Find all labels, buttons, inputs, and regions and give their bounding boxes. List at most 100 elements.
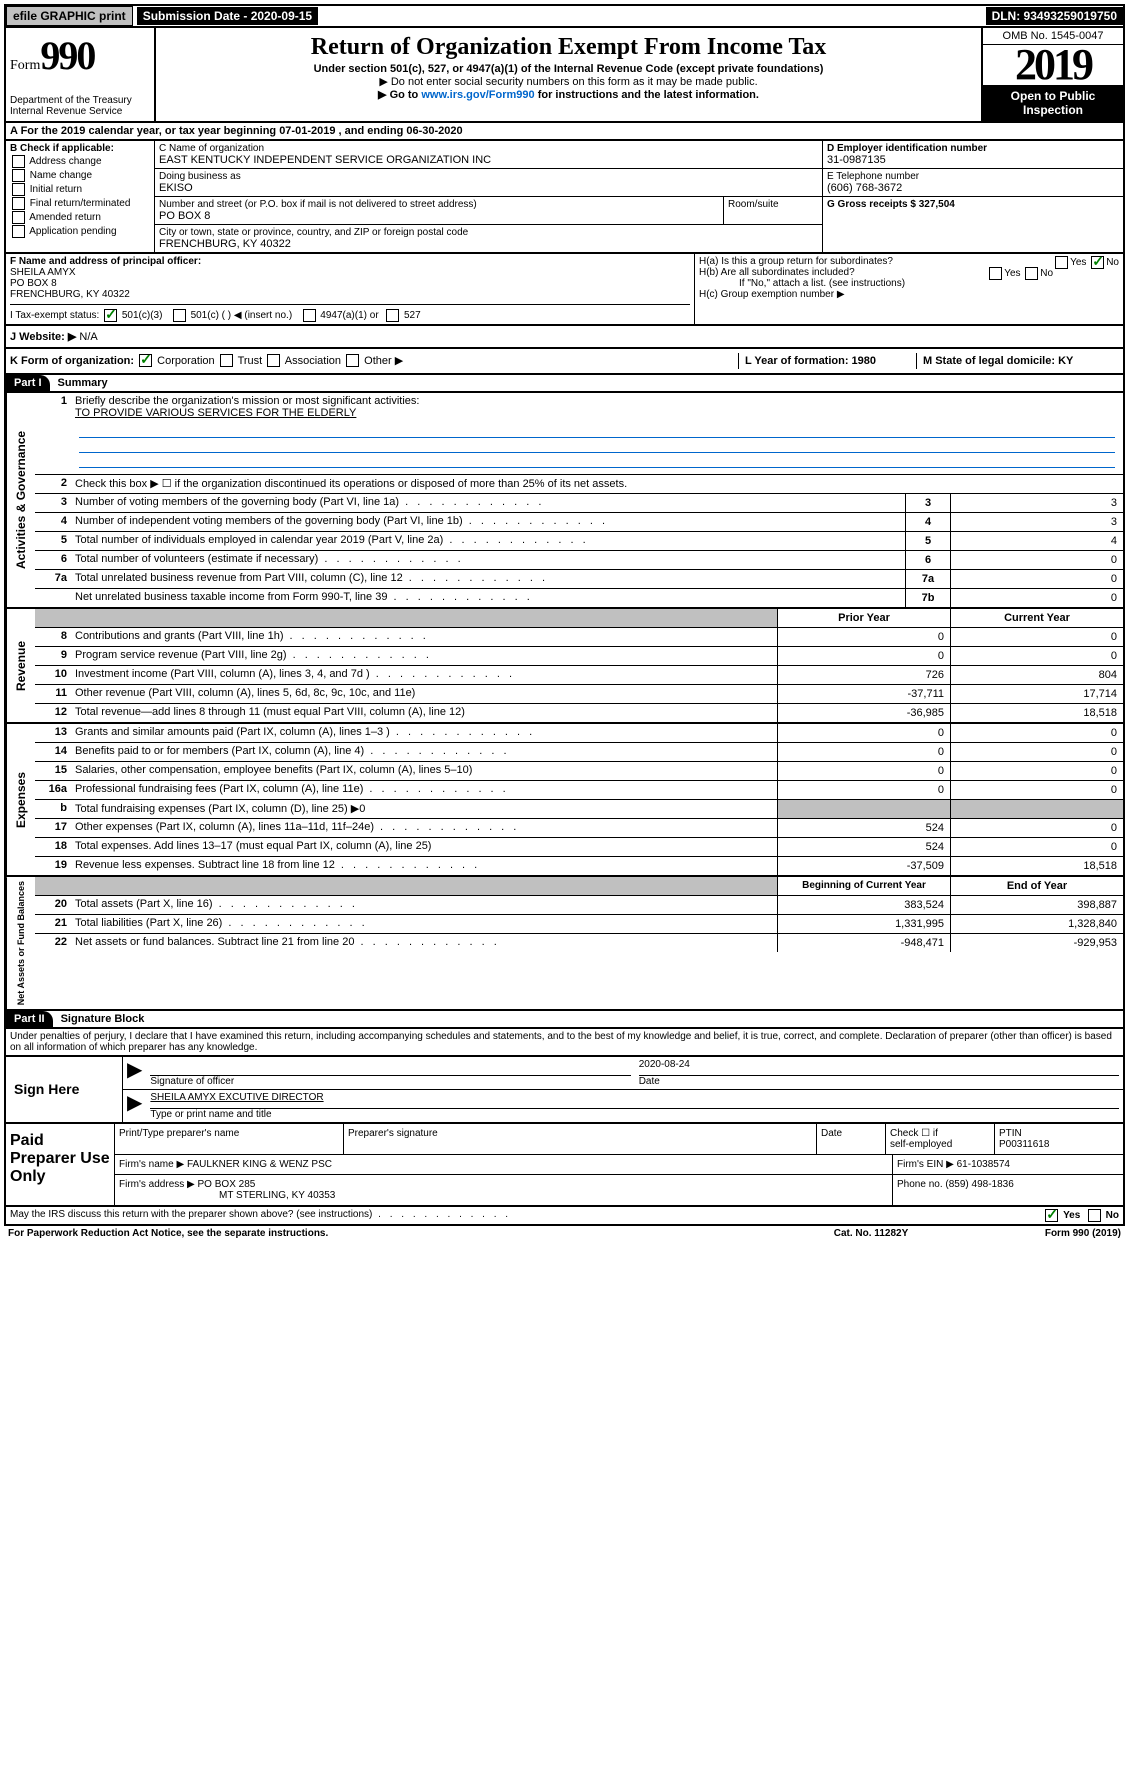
val7a: 0 [950, 570, 1123, 588]
trust-checkbox[interactable] [220, 354, 233, 367]
street-value: PO BOX 8 [159, 210, 719, 222]
c10: 804 [950, 666, 1123, 684]
room-suite-label: Room/suite [724, 197, 822, 224]
hb-yes-checkbox[interactable] [989, 267, 1002, 280]
officer-addr1: PO BOX 8 [10, 278, 690, 289]
preparer-date-label: Date [817, 1124, 886, 1154]
phone-label: E Telephone number [827, 171, 1119, 182]
val4: 3 [950, 513, 1123, 531]
firm-ein: 61-1038574 [957, 1159, 1010, 1170]
open-public-1: Open to Public [985, 89, 1121, 103]
4947-checkbox[interactable] [303, 309, 316, 322]
firm-phone-label: Phone no. [897, 1179, 943, 1190]
officer-addr2: FRENCHBURG, KY 40322 [10, 289, 690, 300]
top-toolbar: efile GRAPHIC print Submission Date - 20… [4, 4, 1125, 28]
c14: 0 [950, 743, 1123, 761]
association-checkbox[interactable] [267, 354, 280, 367]
501c-checkbox[interactable] [173, 309, 186, 322]
hb-note: If "No," attach a list. (see instruction… [699, 278, 1119, 289]
final-return-checkbox[interactable] [12, 197, 25, 210]
current-year-hdr: Current Year [950, 609, 1123, 627]
application-pending-checkbox[interactable] [12, 225, 25, 238]
city-value: FRENCHBURG, KY 40322 [159, 238, 818, 250]
sign-here-label: Sign Here [6, 1057, 123, 1122]
irs-link[interactable]: www.irs.gov/Form990 [421, 89, 534, 101]
line6: Total number of volunteers (estimate if … [71, 551, 905, 569]
address-change-checkbox[interactable] [12, 155, 25, 168]
begin-year-hdr: Beginning of Current Year [777, 877, 950, 895]
form-title: Return of Organization Exempt From Incom… [160, 34, 977, 61]
ein-value: 31-0987135 [827, 154, 1119, 166]
ha-yes-checkbox[interactable] [1055, 256, 1068, 269]
p20: 383,524 [777, 896, 950, 914]
p8: 0 [777, 628, 950, 646]
p21: 1,331,995 [777, 915, 950, 933]
527-checkbox[interactable] [386, 309, 399, 322]
officer-print-name: SHEILA AMYX EXCUTIVE DIRECTOR [150, 1092, 323, 1103]
side-expenses: Expenses [6, 724, 35, 875]
line11: Other revenue (Part VIII, column (A), li… [71, 685, 777, 703]
part1-header: Part I [6, 375, 50, 391]
p22: -948,471 [777, 934, 950, 952]
corporation-checkbox[interactable] [139, 354, 152, 367]
firm-addr1: PO BOX 285 [198, 1179, 256, 1190]
val3: 3 [950, 494, 1123, 512]
perjury-statement: Under penalties of perjury, I declare th… [4, 1029, 1125, 1057]
city-label: City or town, state or province, country… [159, 227, 818, 238]
state-domicile: M State of legal domicile: KY [923, 355, 1073, 367]
side-activities: Activities & Governance [6, 393, 35, 607]
date-label: Date [639, 1076, 660, 1087]
c17: 0 [950, 819, 1123, 837]
part1-title: Summary [50, 375, 116, 391]
c21: 1,328,840 [950, 915, 1123, 933]
efile-print-button[interactable]: efile GRAPHIC print [6, 6, 133, 26]
self-employed-check: Check ☐ if [890, 1128, 990, 1139]
501c3-checkbox[interactable] [104, 309, 117, 322]
line18: Total expenses. Add lines 13–17 (must eq… [71, 838, 777, 856]
p14: 0 [777, 743, 950, 761]
ptin-label: PTIN [999, 1128, 1119, 1139]
officer-label: F Name and address of principal officer: [10, 256, 201, 267]
hb-no-checkbox[interactable] [1025, 267, 1038, 280]
c13: 0 [950, 724, 1123, 742]
other-checkbox[interactable] [346, 354, 359, 367]
c20: 398,887 [950, 896, 1123, 914]
p15: 0 [777, 762, 950, 780]
c19: 18,518 [950, 857, 1123, 875]
val7b: 0 [950, 589, 1123, 607]
dept-treasury: Department of the Treasury [10, 95, 132, 106]
discuss-no-checkbox[interactable] [1088, 1209, 1101, 1222]
org-name-label: C Name of organization [159, 143, 818, 154]
initial-return-checkbox[interactable] [12, 183, 25, 196]
side-netassets: Net Assets or Fund Balances [6, 877, 35, 1009]
dba-label: Doing business as [159, 171, 818, 182]
c12: 18,518 [950, 704, 1123, 722]
dln-label: DLN: 93493259019750 [986, 7, 1123, 25]
line12: Total revenue—add lines 8 through 11 (mu… [71, 704, 777, 722]
hb-label: H(b) Are all subordinates included? [699, 267, 855, 278]
c22: -929,953 [950, 934, 1123, 952]
line17: Other expenses (Part IX, column (A), lin… [71, 819, 777, 837]
val6: 0 [950, 551, 1123, 569]
amended-return-checkbox[interactable] [12, 211, 25, 224]
line21: Total liabilities (Part X, line 26) [71, 915, 777, 933]
form-header: Form990 Department of the Treasury Inter… [4, 28, 1125, 123]
c8: 0 [950, 628, 1123, 646]
name-change-checkbox[interactable] [12, 169, 25, 182]
irs-label: Internal Revenue Service [10, 106, 132, 117]
line22: Net assets or fund balances. Subtract li… [71, 934, 777, 952]
cat-number: Cat. No. 11282Y [771, 1228, 971, 1239]
line10: Investment income (Part VIII, column (A)… [71, 666, 777, 684]
line13: Grants and similar amounts paid (Part IX… [71, 724, 777, 742]
ptin-value: P00311618 [999, 1139, 1119, 1150]
line14: Benefits paid to or for members (Part IX… [71, 743, 777, 761]
part2-title: Signature Block [53, 1011, 153, 1027]
p17: 524 [777, 819, 950, 837]
line7b: Net unrelated business taxable income fr… [71, 589, 905, 607]
line4: Number of independent voting members of … [71, 513, 905, 531]
discuss-yes-checkbox[interactable] [1045, 1209, 1058, 1222]
form-number: Form990 [10, 32, 150, 79]
c11: 17,714 [950, 685, 1123, 703]
website-label: J Website: ▶ [10, 331, 76, 343]
ha-no-checkbox[interactable] [1091, 256, 1104, 269]
